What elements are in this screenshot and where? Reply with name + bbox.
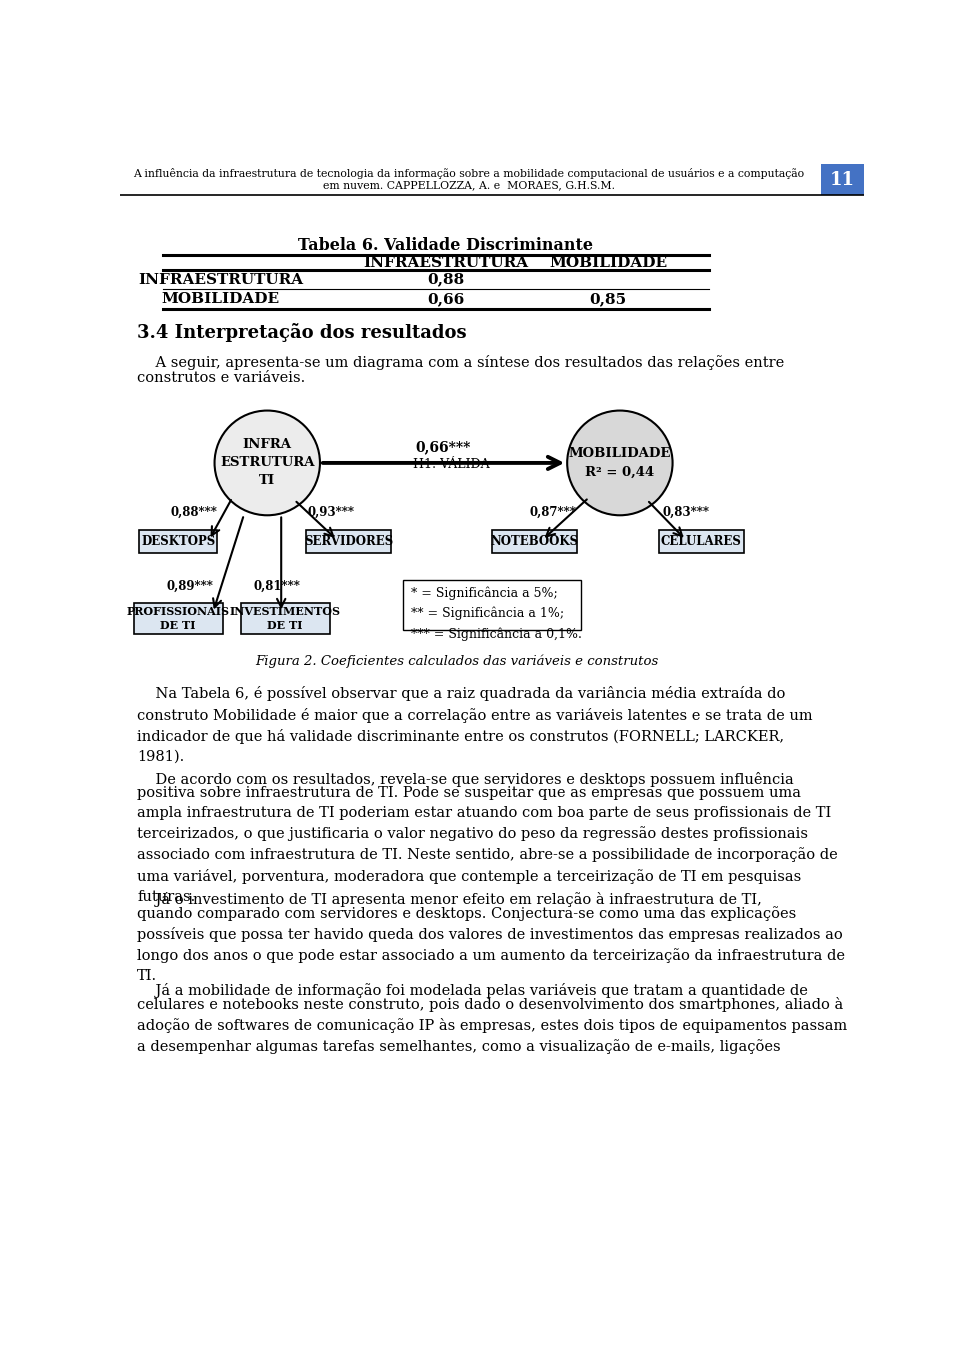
FancyBboxPatch shape [133, 603, 223, 633]
Text: NOTEBOOKS: NOTEBOOKS [491, 535, 579, 549]
Text: 0,87***: 0,87*** [529, 506, 576, 518]
Text: INFRA
ESTRUTURA
TI: INFRA ESTRUTURA TI [220, 438, 315, 487]
FancyBboxPatch shape [306, 529, 392, 553]
FancyBboxPatch shape [403, 580, 581, 631]
Text: Já a mobilidade de informação foi modelada pelas variáveis que tratam a quantida: Já a mobilidade de informação foi modela… [137, 982, 808, 997]
Text: 0,89***: 0,89*** [166, 580, 213, 592]
Text: DESKTOPS: DESKTOPS [141, 535, 215, 549]
Text: * = Significância a 5%;
** = Significância a 1%;
*** = Significância a 0,1%.: * = Significância a 5%; ** = Significânc… [411, 586, 582, 642]
Text: MOBILIDADE: MOBILIDADE [549, 256, 667, 269]
Bar [822, 164, 864, 196]
Text: 0,66***: 0,66*** [416, 440, 471, 454]
Text: CELULARES: CELULARES [660, 535, 742, 549]
Text: em nuvem. CAPPELLOZZA, A. e  MORAES, G.H.S.M.: em nuvem. CAPPELLOZZA, A. e MORAES, G.H.… [323, 181, 614, 190]
Bar [120, 164, 864, 196]
FancyBboxPatch shape [659, 529, 744, 553]
Text: INFRAESTRUTURA: INFRAESTRUTURA [138, 272, 303, 287]
Text: H1: VÁLIDA: H1: VÁLIDA [413, 458, 490, 471]
Text: 0,66: 0,66 [427, 291, 464, 306]
Circle shape [567, 410, 673, 516]
Text: quando comparado com servidores e desktops. Conjectura-se como uma das explicaçõ: quando comparado com servidores e deskto… [137, 906, 845, 982]
Text: Figura 2. Coeficientes calculados das variáveis e construtos: Figura 2. Coeficientes calculados das va… [255, 654, 659, 668]
Text: celulares e notebooks neste construto, pois dado o desenvolvimento dos smartphon: celulares e notebooks neste construto, p… [137, 996, 848, 1055]
Text: 0,85: 0,85 [589, 291, 627, 306]
Text: positiva sobre infraestrutura de TI. Pode se suspeitar que as empresas que possu: positiva sobre infraestrutura de TI. Pod… [137, 787, 838, 904]
Text: A seguir, apresenta-se um diagrama com a síntese dos resultados das relações ent: A seguir, apresenta-se um diagrama com a… [137, 356, 784, 371]
Text: Já o investimento de TI apresenta menor efeito em relação à infraestrutura de TI: Já o investimento de TI apresenta menor … [137, 892, 762, 907]
Text: Tabela 6. Validade Discriminante: Tabela 6. Validade Discriminante [298, 237, 593, 253]
Text: 0,88: 0,88 [427, 272, 464, 287]
Text: MOBILIDADE
R² = 0,44: MOBILIDADE R² = 0,44 [568, 447, 671, 479]
Text: MOBILIDADE: MOBILIDADE [161, 291, 279, 306]
Text: INVESTIMENTOS
DE TI: INVESTIMENTOS DE TI [229, 606, 341, 631]
Text: 0,88***: 0,88*** [170, 506, 217, 518]
Text: De acordo com os resultados, revela-se que servidores e desktops possuem influên: De acordo com os resultados, revela-se q… [137, 773, 794, 788]
Text: INFRAESTRUTURA: INFRAESTRUTURA [363, 256, 528, 269]
Text: 0,93***: 0,93*** [307, 506, 354, 518]
Text: A influência da infraestrutura de tecnologia da informação sobre a mobilidade co: A influência da infraestrutura de tecnol… [133, 168, 804, 179]
FancyBboxPatch shape [492, 529, 577, 553]
Text: 0,83***: 0,83*** [662, 506, 709, 518]
Text: SERVIDORES: SERVIDORES [304, 535, 394, 549]
Circle shape [214, 410, 320, 516]
Text: Na Tabela 6, é possível observar que a raiz quadrada da variância média extraída: Na Tabela 6, é possível observar que a r… [137, 687, 813, 763]
Text: 3.4 Interpretação dos resultados: 3.4 Interpretação dos resultados [137, 323, 467, 342]
Text: 11: 11 [829, 171, 854, 189]
FancyBboxPatch shape [241, 603, 329, 633]
Text: PROFISSIONAIS
DE TI: PROFISSIONAIS DE TI [127, 606, 229, 631]
Text: construtos e variáveis.: construtos e variáveis. [137, 371, 305, 384]
FancyBboxPatch shape [139, 529, 217, 553]
Text: 0,81***: 0,81*** [253, 580, 300, 592]
